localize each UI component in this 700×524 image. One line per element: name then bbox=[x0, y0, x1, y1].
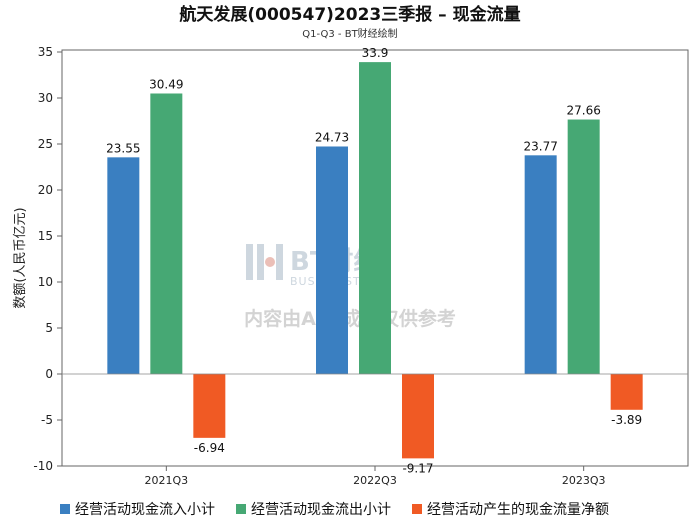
data-label: -9.17 bbox=[402, 461, 433, 475]
legend-swatch bbox=[60, 504, 70, 514]
y-tick-label: 5 bbox=[45, 321, 53, 335]
bar bbox=[359, 62, 391, 375]
chart-subtitle: Q1-Q3 - BT财经绘制 bbox=[302, 27, 397, 40]
chart-title: 航天发展(000547)2023三季报 – 现金流量 bbox=[179, 4, 520, 25]
watermark: BT财经 BUSINESSTIMES 内容由AI生成，仅供参考 bbox=[244, 244, 456, 330]
plot-area: -10 -5 0 5 10 15 20 25 30 35 2021Q3 2022Q3 2023Q3 23.… bbox=[33, 45, 689, 487]
data-label: 24.73 bbox=[315, 130, 349, 144]
x-tick-label: 2021Q3 bbox=[145, 474, 189, 487]
y-tick-label: -5 bbox=[41, 413, 53, 427]
y-tick-label: 0 bbox=[45, 367, 53, 381]
bar bbox=[193, 374, 226, 438]
legend-swatch bbox=[236, 504, 246, 514]
bt-logo-icon bbox=[246, 244, 283, 280]
watermark-note: 内容由AI生成，仅供参考 bbox=[244, 307, 456, 330]
data-label: 30.49 bbox=[149, 77, 183, 91]
data-label: 23.77 bbox=[523, 139, 557, 153]
y-tick-label: -10 bbox=[33, 459, 53, 473]
data-label: 27.66 bbox=[566, 104, 600, 118]
legend: 经营活动现金流入小计 经营活动现金流出小计 经营活动产生的现金流量净额 bbox=[60, 502, 609, 518]
legend-label: 经营活动现金流入小计 bbox=[75, 502, 215, 518]
bar bbox=[402, 374, 434, 459]
y-tick-label: 25 bbox=[38, 137, 53, 151]
data-label: -3.89 bbox=[611, 413, 642, 427]
bar bbox=[107, 157, 140, 374]
y-tick-label: 15 bbox=[38, 229, 53, 243]
data-label: 23.55 bbox=[106, 141, 140, 155]
y-tick-label: 20 bbox=[38, 183, 53, 197]
bar bbox=[316, 146, 348, 374]
x-tick-label: 2023Q3 bbox=[562, 474, 606, 487]
bar bbox=[567, 119, 600, 374]
y-tick-label: 30 bbox=[38, 91, 53, 105]
bar bbox=[610, 374, 643, 410]
data-label: -6.94 bbox=[194, 441, 225, 455]
y-tick-label: 10 bbox=[38, 275, 53, 289]
bar bbox=[150, 93, 183, 374]
legend-label: 经营活动产生的现金流量净额 bbox=[427, 502, 609, 518]
y-tick-label: 35 bbox=[38, 45, 53, 59]
legend-swatch bbox=[412, 504, 422, 514]
y-axis-label: 数额(人民币亿元) bbox=[13, 207, 28, 308]
legend-label: 经营活动现金流出小计 bbox=[251, 502, 391, 518]
x-tick-label: 2022Q3 bbox=[353, 474, 397, 487]
data-label: 33.9 bbox=[362, 46, 389, 60]
bar bbox=[524, 155, 557, 374]
